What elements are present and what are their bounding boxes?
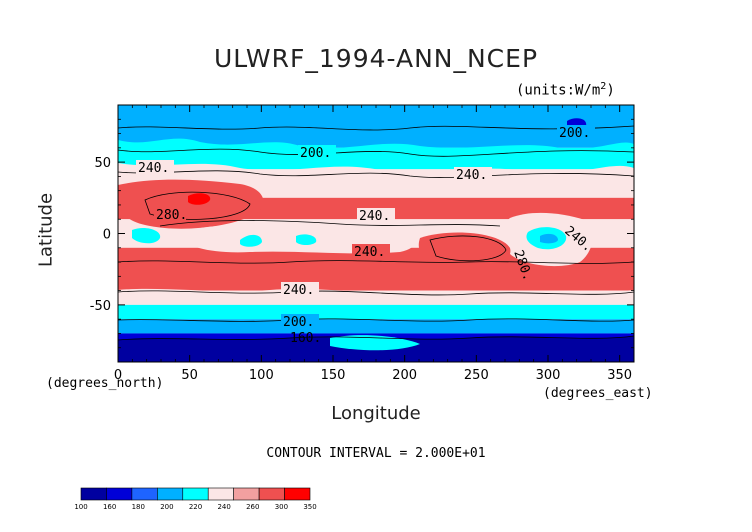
contour-interval: CONTOUR INTERVAL = 2.000E+01 [266, 446, 486, 461]
contour-line-240-south [118, 290, 634, 296]
y-tick-label: -50 [90, 299, 111, 314]
plot-area: 200. 240. 280. 240. 240. 280. 240. 240. … [118, 105, 634, 362]
colorbar-label: 220 [189, 503, 202, 511]
sh-pink-edge [118, 288, 634, 300]
chart-title: ULWRF_1994-ANN_NCEP [213, 44, 539, 73]
contour-line-220-north [118, 148, 634, 157]
contour-band [118, 304, 634, 320]
contour-label: 240. [138, 161, 169, 176]
contour-line-240-north [118, 170, 634, 178]
contour-label: 200. [300, 146, 331, 161]
y-tick-label: 0 [103, 228, 111, 243]
contour-line-240-equator [159, 220, 501, 227]
x-tick-label: 100 [249, 368, 274, 383]
red-sh-pacific [418, 232, 511, 271]
contour-label: 240. [354, 245, 385, 260]
cyan-convection-africa [132, 227, 161, 244]
contour-line-200-south [118, 318, 634, 322]
x-tick-label: 300 [536, 368, 561, 383]
colorbar-label: 180 [132, 503, 145, 511]
y-axis-unit: (degrees_north) [46, 376, 164, 391]
cyan-convection-pacific [296, 234, 317, 245]
x-axis-ticks: 0 50 100 150 200 250 300 350 [114, 105, 632, 383]
y-axis-ticks: 50 0 -50 [90, 118, 634, 349]
contour-line-160-south [118, 335, 634, 341]
x-tick-label: 0 [114, 368, 122, 383]
contour-label: 240. [359, 209, 390, 224]
x-tick-label: 150 [321, 368, 346, 383]
contour-lines [118, 125, 634, 341]
colorbar: 100 160 180 200 220 240 260 300 350 [74, 487, 317, 511]
x-axis-unit: (degrees_east) [543, 386, 653, 401]
contour-label: 160. [290, 331, 321, 346]
contour-features [118, 118, 634, 362]
nh-jagged-cyan-edge [118, 138, 634, 160]
contour-band [118, 319, 634, 334]
colorbar-label: 240 [217, 503, 230, 511]
contour-label: 280. [156, 208, 187, 223]
colorbar-label: 350 [303, 503, 316, 511]
x-tick-label: 350 [607, 368, 632, 383]
colorbar-swatch [157, 487, 184, 501]
contour-band [118, 105, 634, 148]
colorbar-swatch [258, 487, 285, 501]
colorbar-swatch [284, 487, 311, 501]
colorbar-label: 260 [246, 503, 259, 511]
colorbar-label: 300 [275, 503, 288, 511]
contour-line-200-north [118, 125, 634, 131]
cyan-convection-indo [240, 234, 262, 247]
colorbar-label: 100 [74, 503, 87, 511]
contour-label: 200. [559, 126, 590, 141]
units-label: (units:W/m2) [516, 81, 615, 99]
blue-amazon-core [540, 233, 558, 244]
contour-line-280-pacific [429, 235, 507, 262]
contour-line-260-sh [118, 260, 634, 264]
colorbar-label: 160 [103, 503, 116, 511]
contour-label: 240. [456, 168, 487, 183]
contour-label: 200. [283, 315, 314, 330]
nh-jagged-pink-edge [118, 163, 634, 182]
x-tick-label: 50 [181, 368, 198, 383]
red-max-sahara [188, 193, 211, 205]
colorbar-swatch [80, 487, 107, 501]
contour-label: 240. [283, 283, 314, 298]
colorbar-swatch [207, 487, 234, 501]
x-tick-label: 200 [392, 368, 417, 383]
x-axis-label: Longitude [331, 403, 421, 424]
colorbar-swatch [131, 487, 158, 501]
y-tick-label: 50 [94, 156, 111, 171]
colorbar-label: 200 [160, 503, 173, 511]
colorbar-swatch [233, 487, 260, 501]
colorbar-swatch [182, 487, 209, 501]
x-tick-label: 250 [464, 368, 489, 383]
y-axis-label: Latitude [35, 192, 57, 268]
colorbar-swatch [106, 487, 133, 501]
